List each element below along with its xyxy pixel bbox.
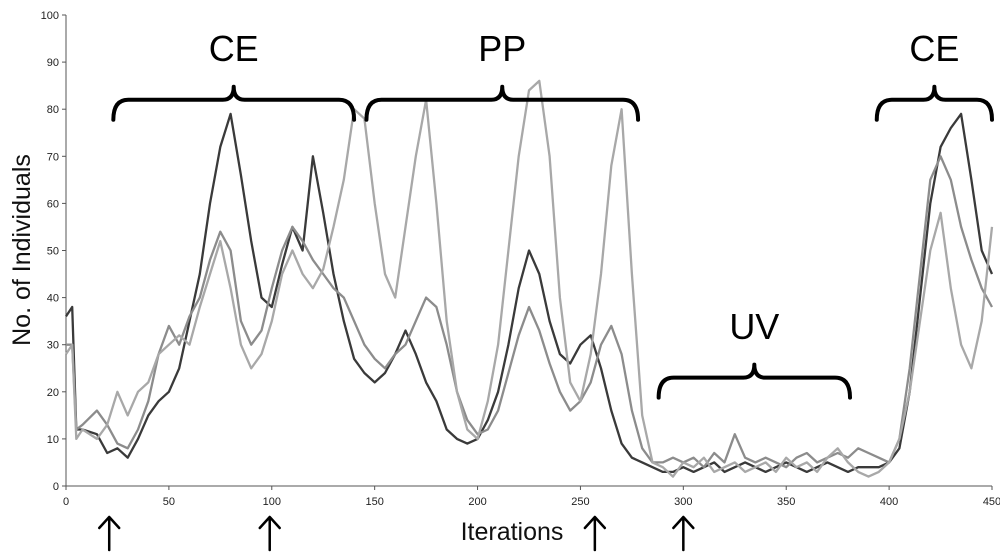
y-tick-label: 60	[47, 198, 59, 210]
phase-bracket	[656, 362, 853, 400]
x-ticks: 0 50 100 150 200 250 300 350 400 450	[63, 486, 1000, 508]
series-line-2	[66, 155, 994, 469]
x-tick-label: 250	[571, 496, 589, 508]
y-axis-title: No. of Individuals	[8, 154, 36, 346]
up-arrow-icon	[97, 515, 121, 552]
y-tick-label: 20	[47, 387, 59, 399]
y-tick-label: 10	[47, 434, 59, 446]
y-tick-label: 0	[53, 481, 59, 493]
series-layer	[65, 79, 994, 478]
annotation-layer: CE PP UV CE	[97, 28, 994, 552]
up-arrow-icon	[583, 515, 607, 552]
axes: 0 10 20 30 40 50 60 70 80 90 100 0 50 100 150 200 250 30…	[41, 10, 1000, 508]
y-ticks: 0 10 20 30 40 50 60 70 80 90 100	[41, 10, 66, 493]
x-tick-label: 450	[983, 496, 1000, 508]
phase-label: UV	[729, 306, 779, 347]
up-arrow-icon	[672, 515, 695, 552]
x-tick-label: 100	[263, 496, 281, 508]
y-tick-label: 30	[47, 340, 59, 352]
series-line-3	[65, 79, 994, 478]
phase-label: CE	[209, 28, 259, 69]
x-tick-label: 300	[674, 496, 692, 508]
y-tick-label: 80	[47, 104, 59, 116]
y-tick-label: 90	[47, 57, 59, 69]
phase-bracket	[874, 84, 994, 122]
x-tick-label: 400	[880, 496, 898, 508]
x-tick-label: 50	[163, 496, 175, 508]
up-arrow-icon	[258, 515, 281, 552]
phase-bracket	[364, 84, 641, 122]
x-tick-label: 350	[777, 496, 795, 508]
x-tick-label: 200	[468, 496, 486, 508]
phase-bracket	[111, 84, 357, 122]
series-line-1	[65, 112, 994, 474]
x-tick-label: 0	[63, 496, 69, 508]
y-tick-label: 50	[47, 246, 59, 258]
phase-label: CE	[909, 28, 959, 69]
x-tick-label: 150	[365, 496, 383, 508]
y-tick-label: 40	[47, 293, 59, 305]
phase-label: PP	[478, 28, 526, 69]
x-axis-title: Iterations	[461, 518, 564, 546]
y-tick-label: 70	[47, 151, 59, 163]
y-tick-label: 100	[41, 10, 59, 22]
